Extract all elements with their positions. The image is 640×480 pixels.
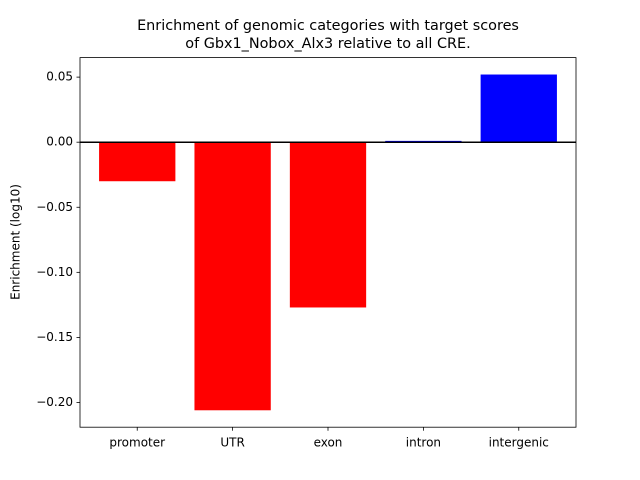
y-tick-label: 0.00 (46, 135, 73, 149)
bar (99, 142, 176, 182)
y-tick-label: −0.05 (36, 200, 73, 214)
y-axis-label: Enrichment (log10) (9, 184, 23, 300)
bar (289, 142, 367, 308)
bar (480, 74, 557, 143)
y-tick-label: −0.20 (36, 395, 73, 409)
x-tick-label: UTR (220, 436, 244, 450)
bar (194, 142, 271, 411)
chart-title: of Gbx1_Nobox_Alx3 relative to all CRE. (185, 36, 470, 52)
chart-title: Enrichment of genomic categories with ta… (137, 18, 519, 34)
y-tick-label: −0.10 (36, 265, 73, 279)
x-tick-label: promoter (109, 436, 165, 450)
x-tick-label: intron (406, 436, 441, 450)
plot-frame (79, 57, 577, 428)
y-tick-label: −0.15 (36, 330, 73, 344)
x-tick-label: exon (314, 436, 343, 450)
x-tick-label: intergenic (489, 436, 549, 450)
y-tick-label: 0.05 (46, 70, 73, 84)
